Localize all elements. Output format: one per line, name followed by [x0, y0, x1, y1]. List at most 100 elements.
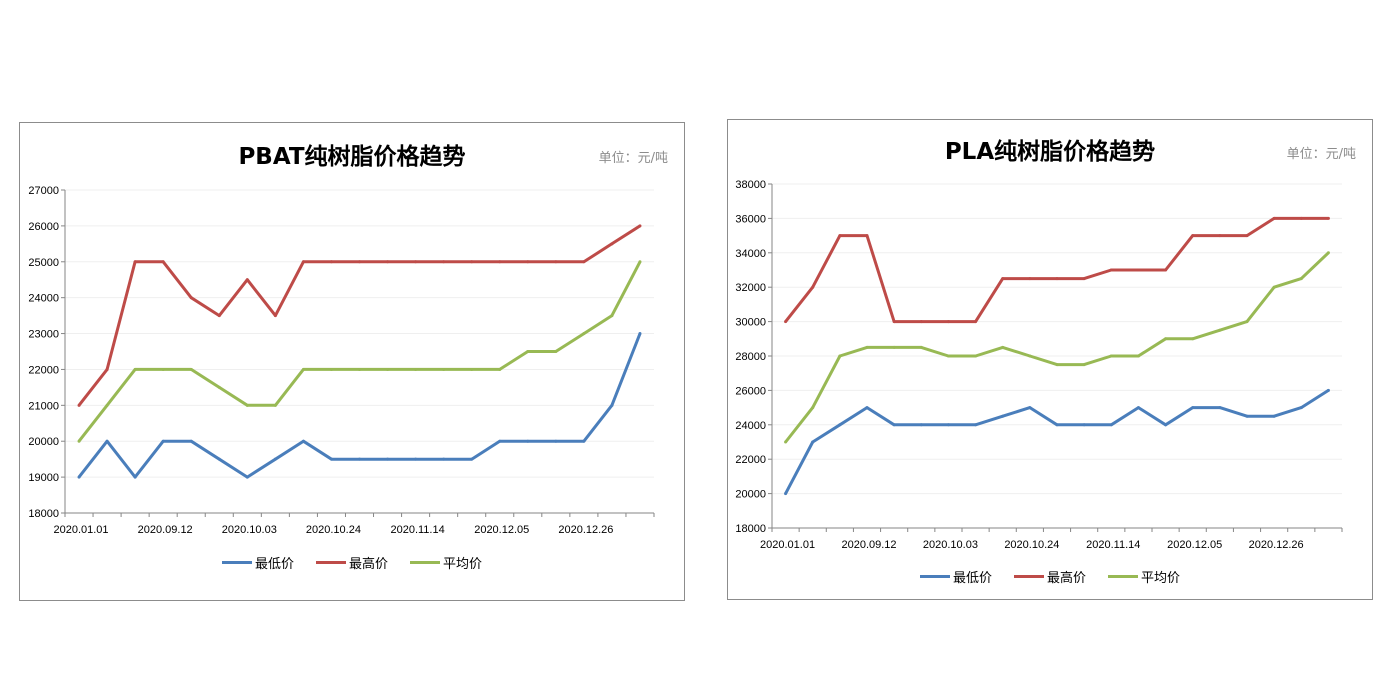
data-point	[1191, 234, 1195, 238]
pla-chart-panel: PLA纯树脂价格趋势 单位：元/吨 18000 20000 22000 24000 26…	[727, 119, 1373, 600]
legend-swatch	[315, 561, 346, 564]
data-point	[946, 354, 950, 358]
data-point	[1136, 354, 1140, 358]
series-line-1	[77, 224, 641, 407]
data-point	[1164, 337, 1168, 341]
data-point	[811, 285, 815, 289]
legend-label: 最高价	[348, 557, 388, 572]
data-point	[1218, 328, 1222, 332]
data-point	[498, 260, 502, 264]
data-point	[189, 296, 193, 300]
x-tick-label: 2020.01.01	[760, 539, 815, 551]
data-point	[77, 475, 81, 479]
x-tick-label: 2020.12.05	[474, 524, 529, 536]
plot-area: 18000 19000 20000 21000 22000 23000 24000 25000…	[28, 185, 655, 536]
data-point	[1245, 414, 1249, 418]
data-point	[1164, 423, 1168, 427]
legend-swatch	[221, 561, 252, 564]
data-point	[1245, 320, 1249, 324]
data-point	[946, 423, 950, 427]
data-point	[811, 440, 815, 444]
legend-swatch	[919, 575, 950, 578]
legend: 最低价 最高价 平均价	[20, 553, 684, 572]
y-tick-label: 32000	[735, 282, 766, 294]
data-point	[610, 242, 614, 246]
y-tick-label: 36000	[735, 213, 766, 225]
legend-label: 最低价	[952, 571, 992, 586]
data-point	[386, 260, 390, 264]
data-point	[1055, 277, 1059, 281]
y-tick-label: 27000	[28, 185, 59, 197]
data-point	[1082, 363, 1086, 367]
y-tick-label: 25000	[28, 257, 59, 269]
data-point	[217, 314, 221, 318]
data-point	[133, 475, 137, 479]
y-tick-label: 18000	[735, 523, 766, 535]
data-point	[638, 224, 642, 228]
data-point	[161, 367, 165, 371]
data-point	[865, 345, 869, 349]
data-point	[217, 457, 221, 461]
x-tick-label: 2020.10.24	[1004, 539, 1059, 551]
legend-item: 平均价	[1108, 567, 1180, 586]
data-point	[974, 423, 978, 427]
data-point	[442, 260, 446, 264]
data-point	[919, 345, 923, 349]
data-point	[386, 367, 390, 371]
data-point	[301, 260, 305, 264]
data-point	[1055, 423, 1059, 427]
x-tick-label: 2020.10.24	[306, 524, 361, 536]
legend-item: 最低价	[221, 553, 294, 572]
data-point	[77, 439, 81, 443]
data-point	[1272, 285, 1276, 289]
legend: 最低价 最高价 平均价	[728, 567, 1372, 586]
data-point	[1082, 423, 1086, 427]
data-point	[838, 423, 842, 427]
data-point	[133, 367, 137, 371]
y-tick-label: 24000	[28, 293, 59, 305]
data-point	[1136, 406, 1140, 410]
data-point	[865, 406, 869, 410]
x-tick-label: 2020.10.03	[222, 524, 277, 536]
data-point	[245, 475, 249, 479]
legend-label: 最高价	[1046, 571, 1086, 586]
data-point	[442, 367, 446, 371]
data-point	[554, 260, 558, 264]
data-point	[414, 260, 418, 264]
legend-item: 最低价	[919, 567, 992, 586]
y-tick-label: 26000	[28, 221, 59, 233]
data-point	[329, 367, 333, 371]
data-point	[1326, 251, 1330, 255]
data-point	[1001, 345, 1005, 349]
data-point	[1028, 406, 1032, 410]
data-point	[1191, 337, 1195, 341]
data-point	[1299, 216, 1303, 220]
data-point	[470, 367, 474, 371]
y-tick-label: 30000	[735, 317, 766, 329]
data-point	[245, 403, 249, 407]
data-point	[1109, 423, 1113, 427]
legend-swatch	[410, 561, 440, 564]
y-tick-label: 21000	[28, 400, 59, 412]
legend-item: 最高价	[1013, 567, 1086, 586]
y-tick-label: 18000	[28, 508, 59, 520]
data-point	[105, 439, 109, 443]
data-point	[946, 320, 950, 324]
data-point	[161, 439, 165, 443]
data-point	[838, 354, 842, 358]
data-point	[1109, 354, 1113, 358]
y-tick-label: 28000	[735, 351, 766, 363]
unit-label: 单位：元/吨	[1286, 147, 1356, 162]
data-point	[582, 260, 586, 264]
legend-item: 最高价	[315, 553, 388, 572]
data-point	[301, 367, 305, 371]
data-point	[442, 457, 446, 461]
x-tick-label: 2020.12.05	[1167, 539, 1222, 551]
legend-swatch	[1013, 575, 1044, 578]
data-point	[470, 260, 474, 264]
data-point	[1272, 216, 1276, 220]
data-point	[329, 457, 333, 461]
data-point	[865, 234, 869, 238]
legend-swatch	[1108, 575, 1138, 578]
y-tick-label: 20000	[28, 436, 59, 448]
